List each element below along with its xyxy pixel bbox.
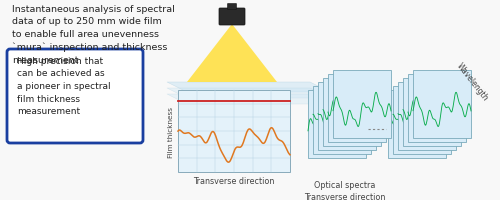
Bar (393, 87, 451, 154)
Bar (333, 71, 391, 138)
Text: Wavelength: Wavelength (455, 61, 490, 102)
Polygon shape (167, 95, 330, 104)
Bar (178, 91, 290, 172)
FancyBboxPatch shape (228, 4, 236, 10)
Bar (318, 83, 376, 150)
Bar (308, 91, 366, 158)
Bar (403, 79, 461, 146)
Polygon shape (167, 89, 330, 99)
FancyBboxPatch shape (219, 9, 245, 26)
FancyBboxPatch shape (7, 50, 143, 143)
Bar (413, 71, 471, 138)
Polygon shape (187, 25, 277, 83)
Text: Film thickness: Film thickness (168, 106, 174, 157)
Polygon shape (167, 83, 330, 93)
Text: Instantaneous analysis of spectral
data of up to 250 mm wide film
to enable full: Instantaneous analysis of spectral data … (12, 5, 175, 64)
Text: Optical spectra
Transverse direction: Optical spectra Transverse direction (304, 180, 386, 200)
Bar (388, 91, 446, 158)
Bar (323, 79, 381, 146)
Bar (328, 75, 386, 142)
Bar (398, 83, 456, 150)
Bar (408, 75, 466, 142)
Text: Transverse direction: Transverse direction (194, 177, 274, 186)
Text: High precision that
can be achieved as
a pioneer in spectral
film thickness
meas: High precision that can be achieved as a… (17, 57, 110, 115)
Bar (313, 87, 371, 154)
